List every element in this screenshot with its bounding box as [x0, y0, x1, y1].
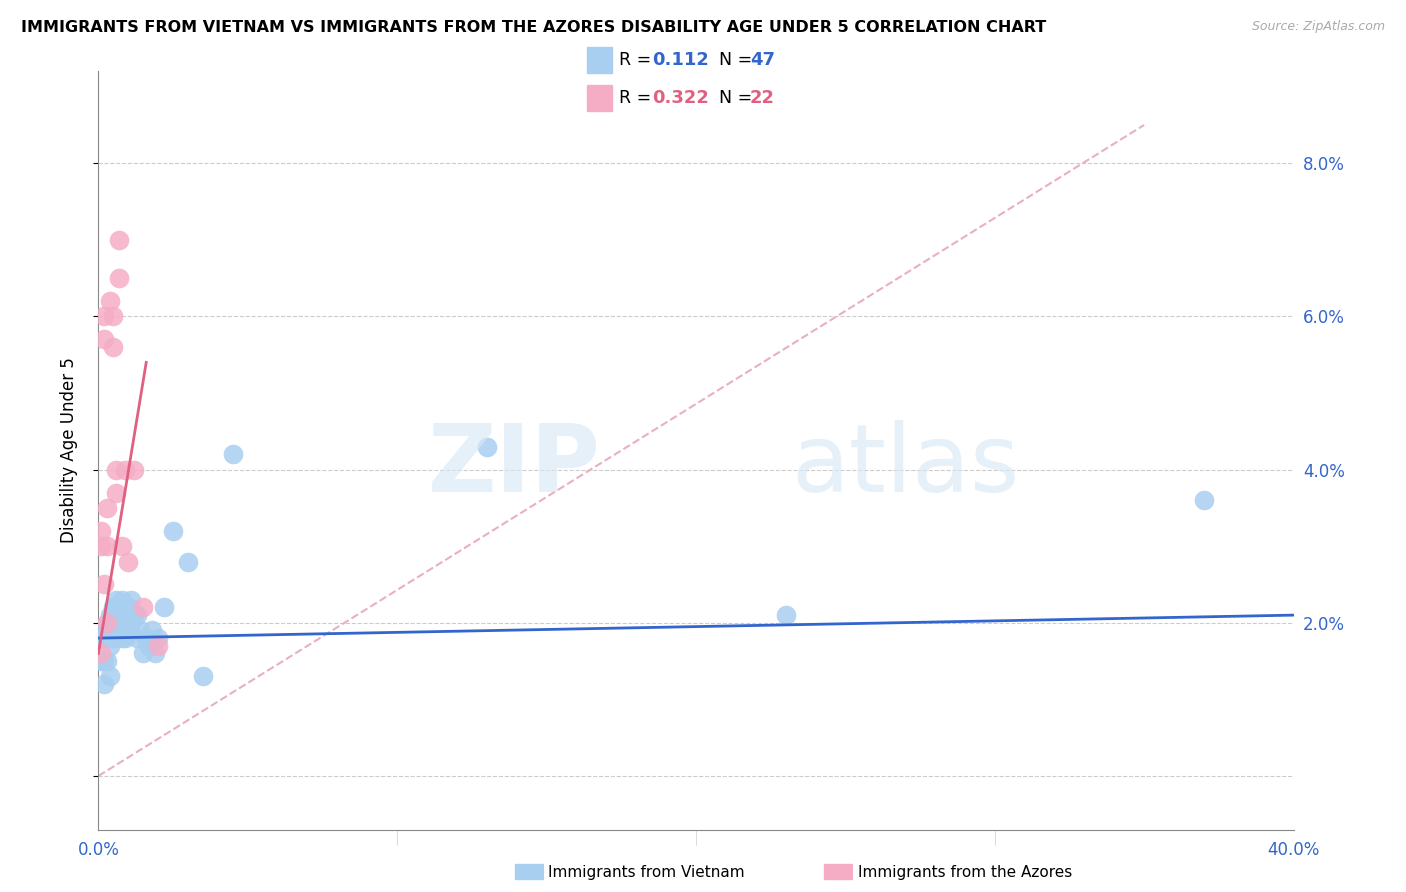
- Point: [148, 631, 170, 645]
- Point: [108, 233, 131, 247]
- Point: [90, 524, 112, 538]
- Point: [148, 639, 170, 653]
- Point: [108, 600, 131, 615]
- Point: [135, 631, 157, 645]
- Point: [90, 647, 112, 661]
- Text: IMMIGRANTS FROM VIETNAM VS IMMIGRANTS FROM THE AZORES DISABILITY AGE UNDER 5 COR: IMMIGRANTS FROM VIETNAM VS IMMIGRANTS FR…: [21, 20, 1046, 35]
- Point: [775, 608, 797, 623]
- Point: [96, 654, 118, 668]
- Point: [138, 639, 160, 653]
- Point: [98, 624, 122, 638]
- Point: [111, 631, 134, 645]
- Point: [124, 462, 146, 476]
- Point: [105, 592, 128, 607]
- Point: [177, 554, 200, 568]
- Point: [132, 600, 155, 615]
- Point: [103, 310, 125, 324]
- Point: [475, 440, 498, 454]
- FancyBboxPatch shape: [588, 47, 612, 72]
- Text: 0.322: 0.322: [652, 89, 709, 107]
- Point: [191, 669, 214, 683]
- Text: R =: R =: [619, 89, 657, 107]
- Point: [111, 608, 134, 623]
- Point: [98, 639, 122, 653]
- Point: [127, 631, 149, 645]
- Point: [90, 654, 112, 668]
- Text: N =: N =: [718, 51, 758, 69]
- Point: [114, 631, 136, 645]
- Text: 22: 22: [749, 89, 775, 107]
- Text: Immigrants from Vietnam: Immigrants from Vietnam: [548, 865, 745, 880]
- Point: [96, 500, 118, 515]
- Point: [103, 631, 125, 645]
- Point: [124, 608, 146, 623]
- Y-axis label: Disability Age Under 5: Disability Age Under 5: [59, 358, 77, 543]
- Point: [108, 624, 131, 638]
- Point: [111, 592, 134, 607]
- Point: [93, 577, 115, 591]
- Text: N =: N =: [718, 89, 758, 107]
- Point: [117, 624, 139, 638]
- Point: [127, 608, 149, 623]
- Point: [132, 647, 155, 661]
- Point: [103, 340, 125, 354]
- Point: [90, 631, 112, 645]
- Point: [222, 447, 245, 461]
- Point: [1192, 493, 1215, 508]
- Point: [105, 608, 128, 623]
- FancyBboxPatch shape: [515, 863, 543, 880]
- Point: [153, 600, 176, 615]
- Point: [96, 615, 118, 630]
- Point: [98, 294, 122, 309]
- Text: 47: 47: [749, 51, 775, 69]
- Point: [105, 462, 128, 476]
- Point: [111, 539, 134, 553]
- Point: [143, 647, 166, 661]
- Point: [96, 539, 118, 553]
- Point: [120, 615, 142, 630]
- Text: atlas: atlas: [792, 419, 1019, 512]
- Point: [93, 654, 115, 668]
- FancyBboxPatch shape: [588, 85, 612, 111]
- Point: [162, 524, 184, 538]
- Point: [93, 677, 115, 691]
- Point: [93, 310, 115, 324]
- Text: Immigrants from the Azores: Immigrants from the Azores: [858, 865, 1071, 880]
- Text: ZIP: ZIP: [427, 419, 600, 512]
- Text: Source: ZipAtlas.com: Source: ZipAtlas.com: [1251, 20, 1385, 33]
- Point: [114, 615, 136, 630]
- Point: [103, 600, 125, 615]
- Point: [129, 624, 152, 638]
- Point: [105, 631, 128, 645]
- Point: [108, 271, 131, 285]
- Point: [114, 462, 136, 476]
- Point: [117, 600, 139, 615]
- Point: [96, 615, 118, 630]
- Point: [98, 669, 122, 683]
- Point: [93, 333, 115, 347]
- Point: [93, 624, 115, 638]
- Point: [120, 592, 142, 607]
- Point: [98, 608, 122, 623]
- Text: 0.112: 0.112: [652, 51, 709, 69]
- Point: [96, 631, 118, 645]
- Text: R =: R =: [619, 51, 657, 69]
- Point: [117, 554, 139, 568]
- Point: [90, 539, 112, 553]
- FancyBboxPatch shape: [824, 863, 852, 880]
- Point: [103, 615, 125, 630]
- Point: [141, 624, 163, 638]
- Point: [105, 485, 128, 500]
